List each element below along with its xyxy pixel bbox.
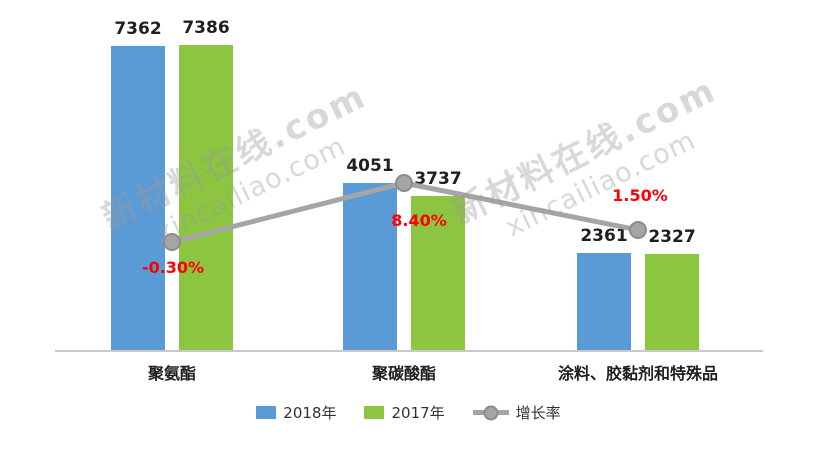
value-label-2017-0: 7386 [182,18,230,39]
growth-rate-label-1: 8.40% [391,211,447,230]
bar-2017-0 [179,45,233,350]
legend-item-2018: 2018年 [256,402,336,423]
legend-label-2018: 2018年 [283,404,337,422]
legend-swatch-2017 [364,406,385,419]
bar-2017-2 [645,254,699,350]
legend-swatch-2018 [256,406,277,419]
value-label-2017-2: 2327 [648,227,696,247]
legend: 2018年 2017年 增长率 [0,402,817,423]
x-axis-line [55,350,763,352]
bar-2018-0 [111,46,165,350]
bar-2017-1 [411,195,465,350]
legend-growth-line-icon [472,405,509,420]
bar-2018-2 [577,252,631,350]
growth-marker-2 [629,221,647,239]
legend-growth-marker-icon [483,405,499,420]
value-label-2018-1: 4051 [346,155,394,176]
growth-marker-0 [163,233,181,251]
category-label-0: 聚氨酯 [147,364,197,383]
value-label-2017-1: 3737 [414,168,462,189]
legend-item-2017: 2017年 [364,402,445,423]
legend-item-growth: 增长率 [472,402,561,423]
category-label-2: 涂料、胶黏剂和特殊品 [557,364,719,383]
growth-rate-label-2: 1.50% [612,186,668,205]
value-label-2018-0: 7362 [114,19,162,40]
value-label-2018-2: 2361 [580,225,628,246]
category-label-1: 聚碳酸酯 [371,364,437,383]
legend-label-2017: 2017年 [391,404,445,422]
growth-marker-1 [395,174,413,192]
bar-2018-1 [343,182,397,350]
growth-rate-label-0: -0.30% [141,258,205,277]
legend-label-growth: 增长率 [515,404,561,422]
